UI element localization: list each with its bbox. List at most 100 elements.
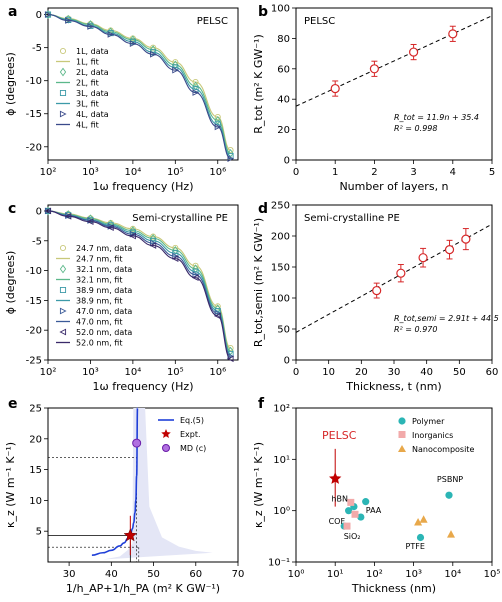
panel-b-data-point [448, 29, 458, 39]
panel-e-confidence-band [102, 408, 213, 560]
panel-e-xtick-label: 60 [189, 569, 202, 580]
panel-d-data-point [396, 268, 406, 278]
panel-c-legend-marker [59, 244, 67, 252]
panel-a-data-point [65, 17, 72, 24]
panel-e-xlabel: 1/h_AP+1/h_PA (m² K GW⁻¹) [66, 582, 220, 595]
panel-a-legend-label: 2L, fit [76, 79, 99, 88]
panel-a-legend-label: 3L, data [76, 89, 109, 98]
panel-c-data-point [214, 312, 221, 320]
panel-f-pelsc-star [329, 472, 342, 484]
panel-e-legend-label: Expt. [180, 430, 201, 439]
panel-a-data-point [44, 10, 52, 19]
panel-a-ytick-label: -10 [26, 76, 42, 87]
panel-a-legend-marker [59, 67, 67, 77]
panel-d-xtick-label: 50 [453, 367, 466, 378]
panel-d-ytick-label: 0 [284, 356, 290, 367]
panel-f-ylabel: κ_z (W m⁻¹ K⁻¹) [252, 442, 265, 528]
panel-c-data-point [149, 242, 157, 249]
panel-d-ytick-label: 200 [271, 232, 290, 243]
panel-f-material-label: SiO₂ [344, 532, 361, 541]
panel-a-fit-line [47, 14, 231, 154]
panel-d-data-point [444, 245, 455, 255]
panel-f-xtick-label: 10² [366, 569, 383, 580]
panel-a-data-point [107, 31, 115, 38]
panel-f-material-label: PSBNP [437, 475, 463, 484]
panel-b-xtick-label: 0 [293, 167, 299, 178]
panel-f-inorganic-point [343, 522, 351, 530]
panel-b-r2: R² = 0.998 [394, 124, 437, 133]
panel-e-ylabel: κ_z (W m⁻¹ K⁻¹) [4, 442, 17, 528]
panel-f-legend-marker [398, 417, 406, 425]
panel-c-ytick-label: 0 [36, 206, 42, 217]
panel-d-data-point [461, 234, 471, 244]
panel-f-legend-marker [398, 431, 406, 438]
panel-b-fit-equation: R_tot = 11.9n + 35.4 [394, 113, 479, 122]
panel-f-material-label: hBN [331, 495, 348, 504]
panel-a-data-point [150, 50, 157, 58]
panel-a-legend-label: 4L, fit [76, 121, 99, 130]
panel-c-ytick-label: -15 [26, 296, 42, 307]
panel-e-legend-label: MD (c) [180, 444, 206, 453]
panel-b-data-point [409, 47, 419, 57]
panel-c-data-point [226, 355, 234, 363]
panel-b-ytick-label: 100 [271, 4, 290, 15]
panel-d-ytick-label: 250 [271, 201, 290, 212]
panel-d-xtick-label: 40 [420, 367, 433, 378]
panel-b-ytick-label: 40 [277, 95, 290, 106]
panel-c-legend-label: 32.1 nm, fit [76, 276, 122, 285]
panel-a-data-point [214, 113, 221, 121]
panel-f-polymer-point [416, 533, 425, 542]
panel-c-data-point [64, 212, 72, 220]
panel-d-ylabel: R_tot,semi (m² K GW⁻¹) [252, 218, 265, 347]
panel-a-ytick-label: -5 [32, 43, 42, 54]
panel-c-ytick-label: -5 [32, 236, 42, 247]
panel-c-legend-label: 24.7 nm, data [76, 244, 132, 253]
panel-c-legend-label: 38.9 nm, data [76, 286, 132, 295]
panel-c-xtick-label: 10² [40, 367, 57, 378]
panel-b-ytick-label: 0 [284, 156, 290, 167]
panel-b-frame [295, 7, 493, 161]
panel-c-fit-line [47, 210, 232, 357]
panel-c-axes: 10² 10³ 10⁴ 10⁵ 10⁶ 0 -5 -10 -15 -20 -25 1ω frequen… [4, 204, 239, 393]
panel-c-legend-label: 47.0 nm, data [76, 307, 132, 316]
panel-c-xtick-label: 10⁴ [125, 367, 142, 378]
panel-d-annotation: Semi-crystalline PE [304, 213, 400, 224]
panel-b-xlabel: Number of layers, n [339, 180, 448, 193]
panel-f-legend-label: Polymer [412, 417, 445, 426]
panel-f-ytick-label: 10⁰ [273, 506, 290, 517]
panel-c-data-point [86, 218, 94, 226]
panel-e-legend-star [161, 429, 171, 439]
panel-f-polymer-point [362, 498, 370, 506]
panel-f-axes: 10⁰ 10¹ 10² 10³ 10⁴ 10⁵10⁻¹10⁰10¹10²Thickness… [252, 404, 500, 596]
panel-f-polymer-point [345, 507, 353, 515]
panel-c-xtick-label: 10⁶ [209, 367, 226, 378]
panel-label-f: f [258, 396, 265, 412]
panel-c-data-point [107, 224, 114, 231]
panel-c-ylabel: ϕ (degrees) [4, 251, 17, 315]
panel-f-material-label: COF [329, 517, 346, 526]
panel-a-data-point [227, 155, 235, 163]
panel-d-ytick-label: 150 [271, 263, 290, 274]
panel-a-legend-label: 2L, data [76, 68, 109, 77]
panel-c-ytick-label: -10 [26, 266, 42, 277]
panel-b-xtick-label: 4 [450, 167, 456, 178]
panel-e-md-point [132, 438, 142, 448]
panel-b-xtick-label: 1 [332, 167, 338, 178]
panel-f-pelsc-label: PELSC [322, 429, 357, 442]
panel-a-xtick-label: 10⁵ [167, 167, 184, 178]
panel-label-d: d [258, 201, 268, 217]
panel-f-material-label: PTFE [406, 542, 425, 551]
panel-a-data-point [172, 66, 179, 74]
panel-a-legend-label: 4L, data [76, 110, 109, 119]
panel-d-xtick-label: 0 [293, 367, 299, 378]
panel-c-xtick-label: 10³ [82, 367, 99, 378]
panel-b-ylabel: R_tot (m² K GW⁻¹) [252, 34, 265, 134]
panel-f-legend-label: Nanocomposite [412, 445, 474, 454]
panel-label-e: e [8, 396, 18, 412]
panel-c-legend-marker [59, 286, 67, 294]
panel-a-data-point [129, 40, 137, 48]
panel-c-legend-label: 47.0 nm, fit [76, 318, 122, 327]
panel-a-data-point [44, 11, 52, 18]
panel-f-xtick-label: 10³ [405, 569, 422, 580]
